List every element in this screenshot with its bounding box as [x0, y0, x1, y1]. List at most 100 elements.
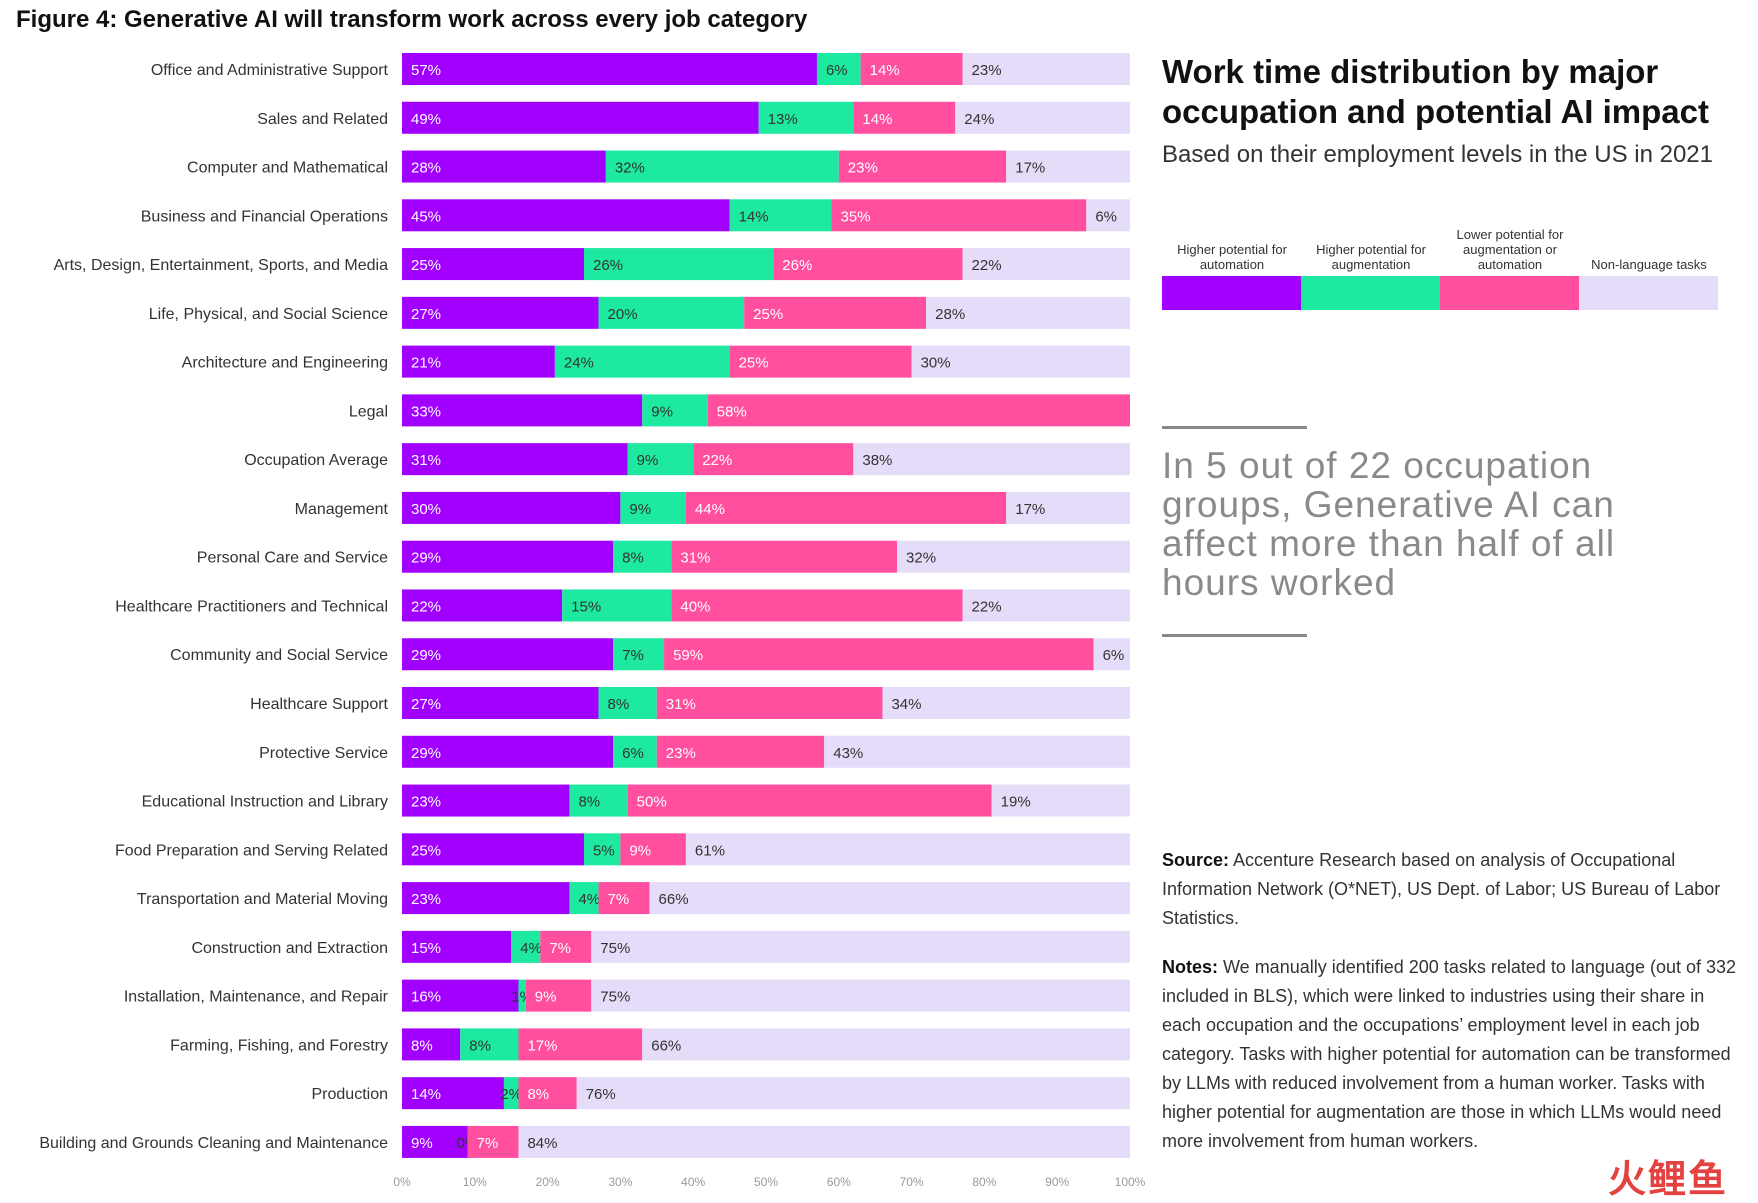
data-label: 58%	[717, 403, 747, 420]
category-label: Legal	[349, 403, 388, 420]
data-label: 14%	[739, 208, 769, 225]
data-label: 5%	[593, 842, 615, 859]
data-label: 31%	[411, 452, 441, 469]
bar-segment	[656, 735, 825, 768]
legend-item: Lower potential for augmentation or auto…	[1440, 220, 1580, 310]
legend-label: Higher potential for automation	[1177, 242, 1287, 272]
x-tick-label: 60%	[827, 1175, 851, 1189]
data-label: 14%	[411, 1086, 441, 1103]
notes-body: We manually identified 200 tasks related…	[1162, 957, 1737, 1151]
bar-segment	[860, 53, 963, 85]
bar-segment	[1093, 638, 1130, 671]
data-label: 19%	[1001, 794, 1031, 811]
bar-segment	[402, 53, 817, 85]
source-label: Source:	[1162, 850, 1230, 870]
bar-segment	[882, 687, 1130, 720]
bar-segment	[402, 589, 563, 622]
data-label: 22%	[972, 598, 1002, 615]
data-label: 57%	[411, 62, 441, 79]
bar-segment	[402, 1028, 461, 1061]
data-label: 7%	[622, 647, 644, 664]
category-label: Educational Instruction and Library	[142, 794, 388, 811]
bar-segment	[627, 443, 694, 476]
bar-segment	[758, 101, 854, 134]
data-label: 13%	[768, 111, 798, 128]
category-label: Business and Financial Operations	[141, 208, 388, 225]
bar-segment	[853, 101, 956, 134]
bar-segment	[402, 443, 628, 476]
data-label: 27%	[411, 306, 441, 323]
data-label: 7%	[549, 940, 571, 957]
data-label: 20%	[608, 306, 638, 323]
divider-bottom	[1162, 634, 1307, 637]
bar-segment	[402, 345, 555, 378]
bar-segment	[627, 784, 992, 817]
data-label: 17%	[527, 1037, 557, 1054]
notes-label: Notes:	[1162, 957, 1219, 977]
data-label: 49%	[411, 111, 441, 128]
bar-segment	[576, 1077, 1130, 1110]
chart-title: Work time distribution by major occupati…	[1162, 53, 1709, 130]
data-label: 25%	[411, 257, 441, 274]
category-label: Architecture and Engineering	[182, 355, 388, 372]
data-label: 17%	[1015, 501, 1045, 518]
data-label: 28%	[411, 160, 441, 177]
data-label: 8%	[622, 550, 644, 567]
category-label: Community and Social Service	[170, 647, 388, 664]
data-label: 22%	[702, 452, 732, 469]
bar-segment	[962, 53, 1130, 85]
x-tick-label: 80%	[972, 1175, 996, 1189]
data-label: 75%	[600, 989, 630, 1006]
bar-segment	[598, 687, 657, 720]
bar-segment	[402, 296, 599, 329]
data-label: 27%	[411, 696, 441, 713]
data-label: 24%	[964, 111, 994, 128]
bar-segment	[598, 296, 745, 329]
data-label: 4%	[520, 940, 542, 957]
category-label: Protective Service	[259, 745, 388, 762]
data-label: 15%	[571, 598, 601, 615]
data-label: 6%	[826, 62, 848, 79]
category-label: Arts, Design, Entertainment, Sports, and…	[54, 257, 388, 274]
bar-segment	[402, 979, 519, 1012]
data-label: 8%	[469, 1037, 491, 1054]
bar-segment	[962, 589, 1130, 622]
divider-top	[1162, 426, 1307, 429]
bar-segment	[685, 491, 1007, 524]
category-label: Transportation and Material Moving	[137, 891, 388, 908]
bar-segment	[518, 979, 526, 1012]
bar-segment	[569, 784, 628, 817]
bar-segment	[511, 930, 541, 963]
bar-segment	[402, 248, 584, 281]
data-label: 84%	[527, 1135, 557, 1152]
data-label: 8%	[608, 696, 630, 713]
category-label: Food Preparation and Serving Related	[115, 842, 388, 859]
category-label: Computer and Mathematical	[187, 160, 388, 177]
category-label: Healthcare Support	[250, 696, 388, 713]
x-tick-label: 90%	[1045, 1175, 1069, 1189]
data-label: 23%	[411, 891, 441, 908]
data-label: 2%	[500, 1086, 522, 1103]
legend-swatch	[1162, 276, 1301, 310]
bar-segment	[926, 296, 1130, 329]
data-label: 66%	[651, 1037, 681, 1054]
data-label: 75%	[600, 940, 630, 957]
bar-segment	[402, 1077, 504, 1110]
bar-segment	[664, 638, 1094, 671]
data-label: 25%	[411, 842, 441, 859]
data-label: 26%	[593, 257, 623, 274]
stacked-bar-chart: Office and Administrative Support 57% 6% 14…	[39, 53, 1146, 1189]
data-label: 25%	[753, 306, 783, 323]
bar-segment	[853, 443, 1130, 476]
category-label: Office and Administrative Support	[151, 62, 389, 79]
data-label: 66%	[659, 891, 689, 908]
notes: Notes: We manually identified 200 tasks …	[1162, 953, 1742, 1156]
bar-segment	[620, 491, 686, 524]
bar-segment	[402, 833, 584, 866]
legend-swatch	[1579, 276, 1718, 310]
bar-segment	[402, 687, 599, 720]
data-label: 25%	[739, 355, 769, 372]
data-label: 9%	[651, 403, 673, 420]
bar-segment	[402, 735, 614, 768]
data-label: 9%	[629, 842, 651, 859]
